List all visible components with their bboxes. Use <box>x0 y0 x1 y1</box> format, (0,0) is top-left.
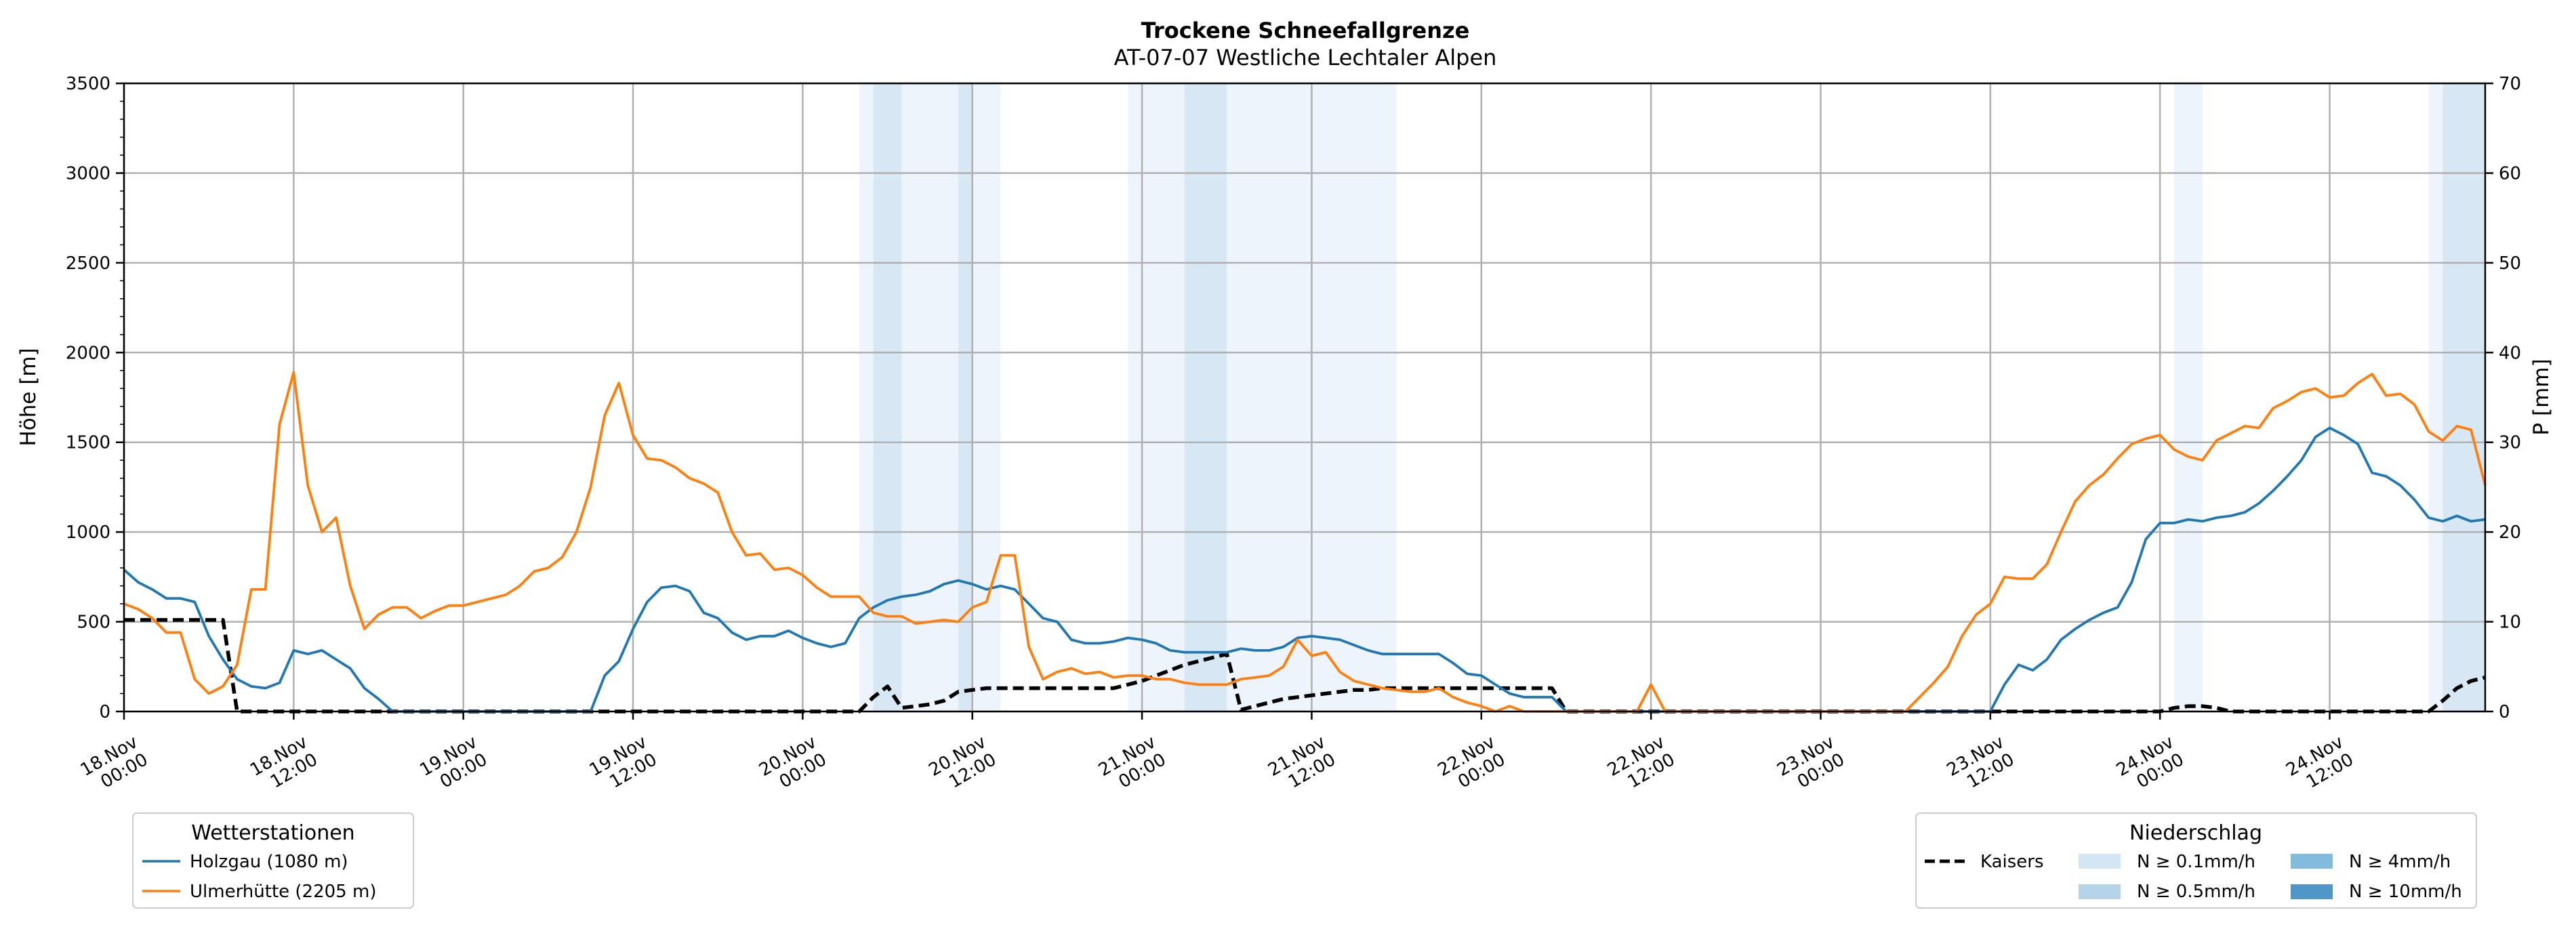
y2-tick-label-6: 60 <box>2499 163 2521 184</box>
x-tick-label-9: 22.Nov12:00 <box>1604 732 1679 798</box>
legend-stations-box <box>132 812 414 909</box>
legend-kaisers-label: Kaisers <box>1980 852 2044 872</box>
precip-band-3 <box>958 83 973 711</box>
chart-title: Trockene Schneefallgrenze <box>1141 18 1470 43</box>
y-tick-label-0: 0 <box>99 702 110 722</box>
y2-tick-label-0: 0 <box>2499 702 2510 722</box>
y2-tick-label-3: 30 <box>2499 433 2521 453</box>
precip-band-5 <box>1128 83 1185 711</box>
y2-axis-label: P [mm] <box>2529 358 2554 435</box>
y-tick-label-3: 1500 <box>66 433 110 453</box>
series-lines <box>123 371 2487 714</box>
y2-tick-label-7: 70 <box>2499 74 2521 94</box>
precip-band-0 <box>859 83 874 711</box>
precip-band-10 <box>2442 83 2485 711</box>
legend-holzgau-label: Holzgau (1080 m) <box>190 852 348 872</box>
y2-tick-label-4: 40 <box>2499 343 2521 363</box>
legend-n05-label: N ≥ 0.5mm/h <box>2137 882 2255 902</box>
y-tick-label-5: 2500 <box>66 253 110 274</box>
y-tick-label-1: 500 <box>77 613 110 633</box>
legend-ulmerhuette-label: Ulmerhütte (2205 m) <box>190 882 376 902</box>
x-tick-label-11: 23.Nov12:00 <box>1944 732 2018 798</box>
legend-precip-title: Niederschlag <box>2129 821 2262 845</box>
legend-precipitation: Niederschlag Kaisers N ≥ 0.1mm/h N ≥ 0.5… <box>1915 812 2477 909</box>
series-line-ulmerhütte <box>123 371 2487 713</box>
y-tick-label-7: 3500 <box>66 74 110 94</box>
legend-n10-swatch <box>2291 884 2333 899</box>
legend-n4-label: N ≥ 4mm/h <box>2349 852 2451 872</box>
chart-subtitle: AT-07-07 Westliche Lechtaler Alpen <box>1114 45 1497 70</box>
legend-n4-swatch <box>2291 854 2333 869</box>
precip-band-9 <box>2428 83 2443 711</box>
y2-tick-label-1: 10 <box>2499 613 2521 633</box>
y-tick-label-2: 1000 <box>66 522 110 543</box>
series-line-kaisers <box>124 618 2486 714</box>
precip-band-4 <box>972 83 1001 711</box>
legend-stations-title: Wetterstationen <box>191 821 354 845</box>
y2-tick-label-2: 20 <box>2499 522 2521 543</box>
legend-n01-swatch <box>2079 854 2121 869</box>
y-tick-label-4: 2000 <box>66 343 110 363</box>
precip-band-1 <box>873 83 902 711</box>
legend-stations: Wetterstationen Holzgau (1080 m) Ulmerhü… <box>132 812 414 909</box>
precip-band-6 <box>1184 83 1227 711</box>
legend-precip-box <box>1915 812 2477 909</box>
y-axis-label: Höhe [m] <box>16 348 41 446</box>
precip-band-8 <box>2174 83 2203 711</box>
series-line-holzgau <box>123 426 2486 713</box>
precip-band-2 <box>901 83 958 711</box>
y2-tick-label-5: 50 <box>2499 253 2521 274</box>
plot-frame <box>123 82 2487 713</box>
legend-n01-label: N ≥ 0.1mm/h <box>2137 852 2255 872</box>
legend-n10-label: N ≥ 10mm/h <box>2349 882 2462 902</box>
y-tick-label-6: 3000 <box>66 163 110 184</box>
legend-n05-swatch <box>2079 884 2121 899</box>
